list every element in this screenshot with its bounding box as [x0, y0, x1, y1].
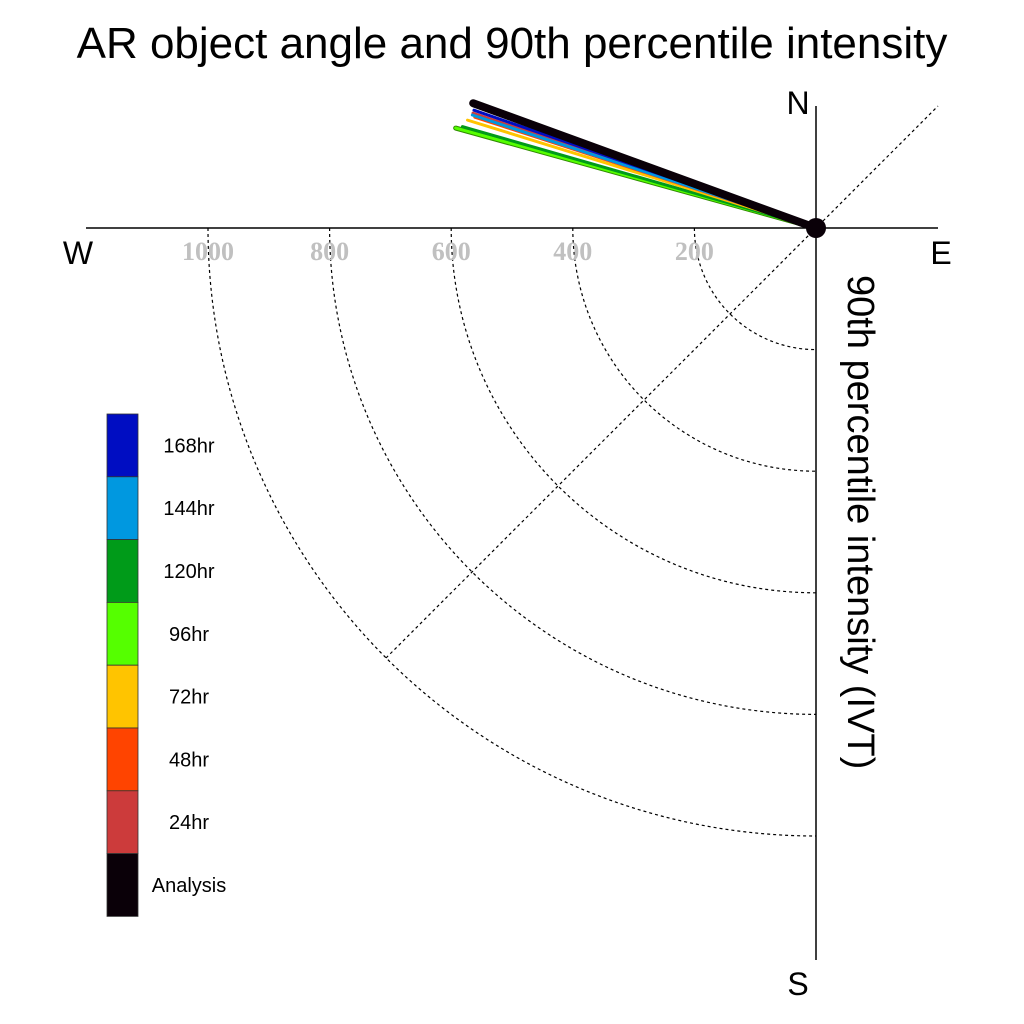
- legend-label: 96hr: [169, 624, 209, 646]
- legend-swatch: [106, 727, 139, 792]
- compass-south: S: [787, 966, 808, 1002]
- radial-axis-label: 90th percentile intensity (IVT): [839, 275, 881, 769]
- tick-label: 600: [432, 237, 471, 266]
- tick-label: 400: [553, 237, 592, 266]
- legend-label: 120hr: [163, 561, 214, 583]
- compass-east: E: [930, 235, 951, 271]
- grid-arc: [572, 227, 817, 472]
- axes: [86, 105, 939, 960]
- origin-point: [806, 218, 826, 238]
- legend-label: 168hr: [163, 435, 214, 457]
- legend-swatch: [106, 790, 139, 854]
- legend-swatch: [106, 413, 139, 478]
- legend-label: 144hr: [163, 498, 214, 520]
- vector-analysis: [469, 99, 820, 232]
- grid-arc: [693, 227, 817, 351]
- legend-swatch: [106, 476, 139, 540]
- grid: [207, 227, 817, 837]
- tick-label: 800: [310, 237, 349, 266]
- legend-label: Analysis: [152, 875, 226, 897]
- legend-label: 24hr: [169, 812, 209, 834]
- legend-swatch: [106, 539, 139, 603]
- vectors: [453, 99, 820, 232]
- compass-west: W: [63, 235, 94, 271]
- radial-tick-labels: 200 400 600 800 1000: [182, 237, 714, 266]
- chart-title: AR object angle and 90th percentile inte…: [77, 19, 948, 68]
- legend-swatch: [106, 602, 139, 666]
- legend-swatch: [106, 664, 139, 729]
- legend-swatch: [106, 853, 139, 917]
- tick-label: 1000: [182, 237, 234, 266]
- grid-arc: [450, 227, 817, 594]
- compass-north: N: [786, 85, 809, 121]
- grid-arc: [329, 227, 817, 715]
- legend-label: 72hr: [169, 687, 209, 709]
- legend: 168hr 144hr 120hr 96hr 72hr 48hr 24hr Analysis: [106, 413, 226, 917]
- diagonal-line: [385, 105, 939, 659]
- tick-label: 200: [675, 237, 714, 266]
- grid-arc: [207, 227, 817, 837]
- legend-label: 48hr: [169, 749, 209, 771]
